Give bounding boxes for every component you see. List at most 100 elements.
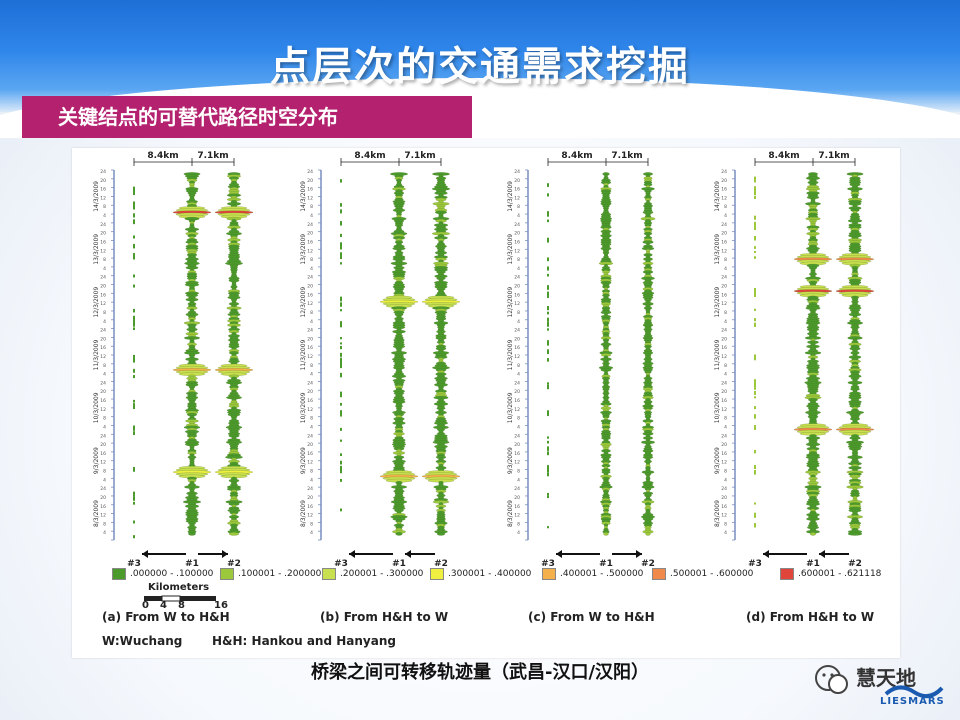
hour-label: 12	[100, 248, 106, 254]
node-label: #2	[434, 559, 448, 568]
flow-mark	[133, 203, 135, 208]
date-label: 8/3/2009	[93, 500, 100, 527]
hour-label: 24	[100, 169, 106, 175]
hour-label: 8	[724, 257, 727, 263]
hour-label: 16	[514, 239, 520, 245]
hour-label: 16	[100, 398, 106, 404]
flow-mark	[547, 349, 549, 355]
flow-mark	[547, 382, 549, 385]
flow-mark	[340, 346, 342, 350]
hour-label: 24	[721, 275, 727, 281]
hour-label: 20	[514, 231, 520, 237]
hour-label: 8	[310, 204, 313, 210]
hour-label: 4	[310, 319, 313, 325]
hour-label: 12	[100, 301, 106, 307]
hour-label: 24	[721, 169, 727, 175]
header-band	[0, 0, 960, 138]
flow-mark	[340, 221, 342, 226]
flow-mark	[645, 532, 651, 536]
hour-label: 4	[724, 477, 727, 483]
hour-label: 24	[514, 486, 520, 492]
hour-label: 16	[721, 451, 727, 457]
hour-label: 8	[517, 310, 520, 316]
hour-label: 4	[103, 530, 106, 536]
flow-mark	[754, 396, 756, 399]
hour-label: 20	[100, 284, 106, 290]
flow-mark	[133, 243, 135, 249]
flow-mark	[133, 274, 135, 278]
flow-mark	[754, 406, 756, 410]
date-label: 9/3/2009	[300, 447, 307, 474]
hour-label: 12	[307, 407, 313, 413]
hour-label: 4	[103, 213, 106, 219]
hour-label: 8	[103, 416, 106, 422]
date-label: 12/3/2009	[300, 287, 307, 318]
hour-label: 12	[514, 301, 520, 307]
hour-label: 24	[721, 328, 727, 334]
hour-label: 20	[307, 495, 313, 501]
date-label: 11/3/2009	[300, 339, 307, 370]
flow-mark	[133, 354, 135, 358]
abbr-hankou: H&H: Hankou and Hanyang	[212, 634, 396, 648]
flow-mark	[547, 285, 549, 290]
flow-mark	[340, 321, 342, 324]
flow-mark	[340, 360, 342, 363]
flow-mark	[340, 233, 342, 237]
arrow-head	[819, 550, 825, 558]
node-label: #2	[227, 559, 241, 568]
legend-item: .000000 - .100000	[112, 568, 213, 580]
hour-label: 20	[100, 231, 106, 237]
hour-label: 20	[100, 495, 106, 501]
flow-mark	[340, 203, 342, 207]
flow-mark	[340, 262, 342, 265]
legend-item: .400001 - .500000	[542, 568, 643, 580]
hour-label: 8	[103, 521, 106, 527]
date-label: 13/3/2009	[714, 234, 721, 265]
hour-label: 4	[517, 372, 520, 378]
flow-mark	[133, 284, 135, 288]
flow-mark	[340, 468, 342, 474]
panel-b-diagram: 8/3/200924201612849/3/2009242016128410/3…	[300, 151, 461, 568]
date-label: 12/3/2009	[507, 287, 514, 318]
panel-b: 8/3/2009 24 20 16 12 8 4 9/3/2009 24 20 16 12 8 4 10/3…	[279, 148, 486, 658]
km-tick: 4	[160, 600, 167, 611]
hour-label: 12	[307, 460, 313, 466]
date-label: 11/3/2009	[714, 339, 721, 370]
hour-label: 12	[307, 195, 313, 201]
hour-label: 12	[307, 354, 313, 360]
flow-mark	[133, 213, 135, 218]
hour-label: 12	[514, 407, 520, 413]
hour-label: 20	[307, 389, 313, 395]
flow-mark	[754, 318, 756, 322]
logo-english: LIESMARS	[880, 696, 945, 707]
flow-mark	[547, 219, 549, 223]
flow-mark	[133, 427, 135, 431]
flow-mark	[340, 244, 342, 249]
flow-mark	[547, 466, 549, 471]
hour-label: 16	[514, 292, 520, 298]
hour-label: 12	[721, 248, 727, 254]
date-label: 10/3/2009	[93, 392, 100, 423]
arrow-head	[222, 550, 228, 558]
flow-mark	[754, 502, 756, 505]
hour-label: 16	[100, 187, 106, 193]
km-scale-bar	[144, 595, 216, 602]
bottom-note: 桥梁之间可转移轨迹量（武昌-汉口/汉阳）	[310, 662, 650, 683]
hour-label: 4	[103, 266, 106, 272]
node-label: #3	[127, 559, 141, 568]
flow-mark	[340, 242, 342, 247]
hour-label: 16	[721, 345, 727, 351]
flow-mark	[547, 469, 549, 473]
flow-mark	[436, 532, 446, 536]
flow-mark	[547, 311, 549, 315]
flow-mark	[754, 512, 756, 517]
hour-label: 20	[100, 389, 106, 395]
flow-mark	[754, 354, 756, 358]
hour-label: 4	[103, 424, 106, 430]
hour-label: 20	[721, 389, 727, 395]
flow-mark	[547, 526, 549, 529]
hour-label: 20	[721, 336, 727, 342]
km-tick: 0	[142, 600, 149, 611]
distance-label: 7.1km	[611, 151, 642, 161]
hour-label: 8	[724, 363, 727, 369]
